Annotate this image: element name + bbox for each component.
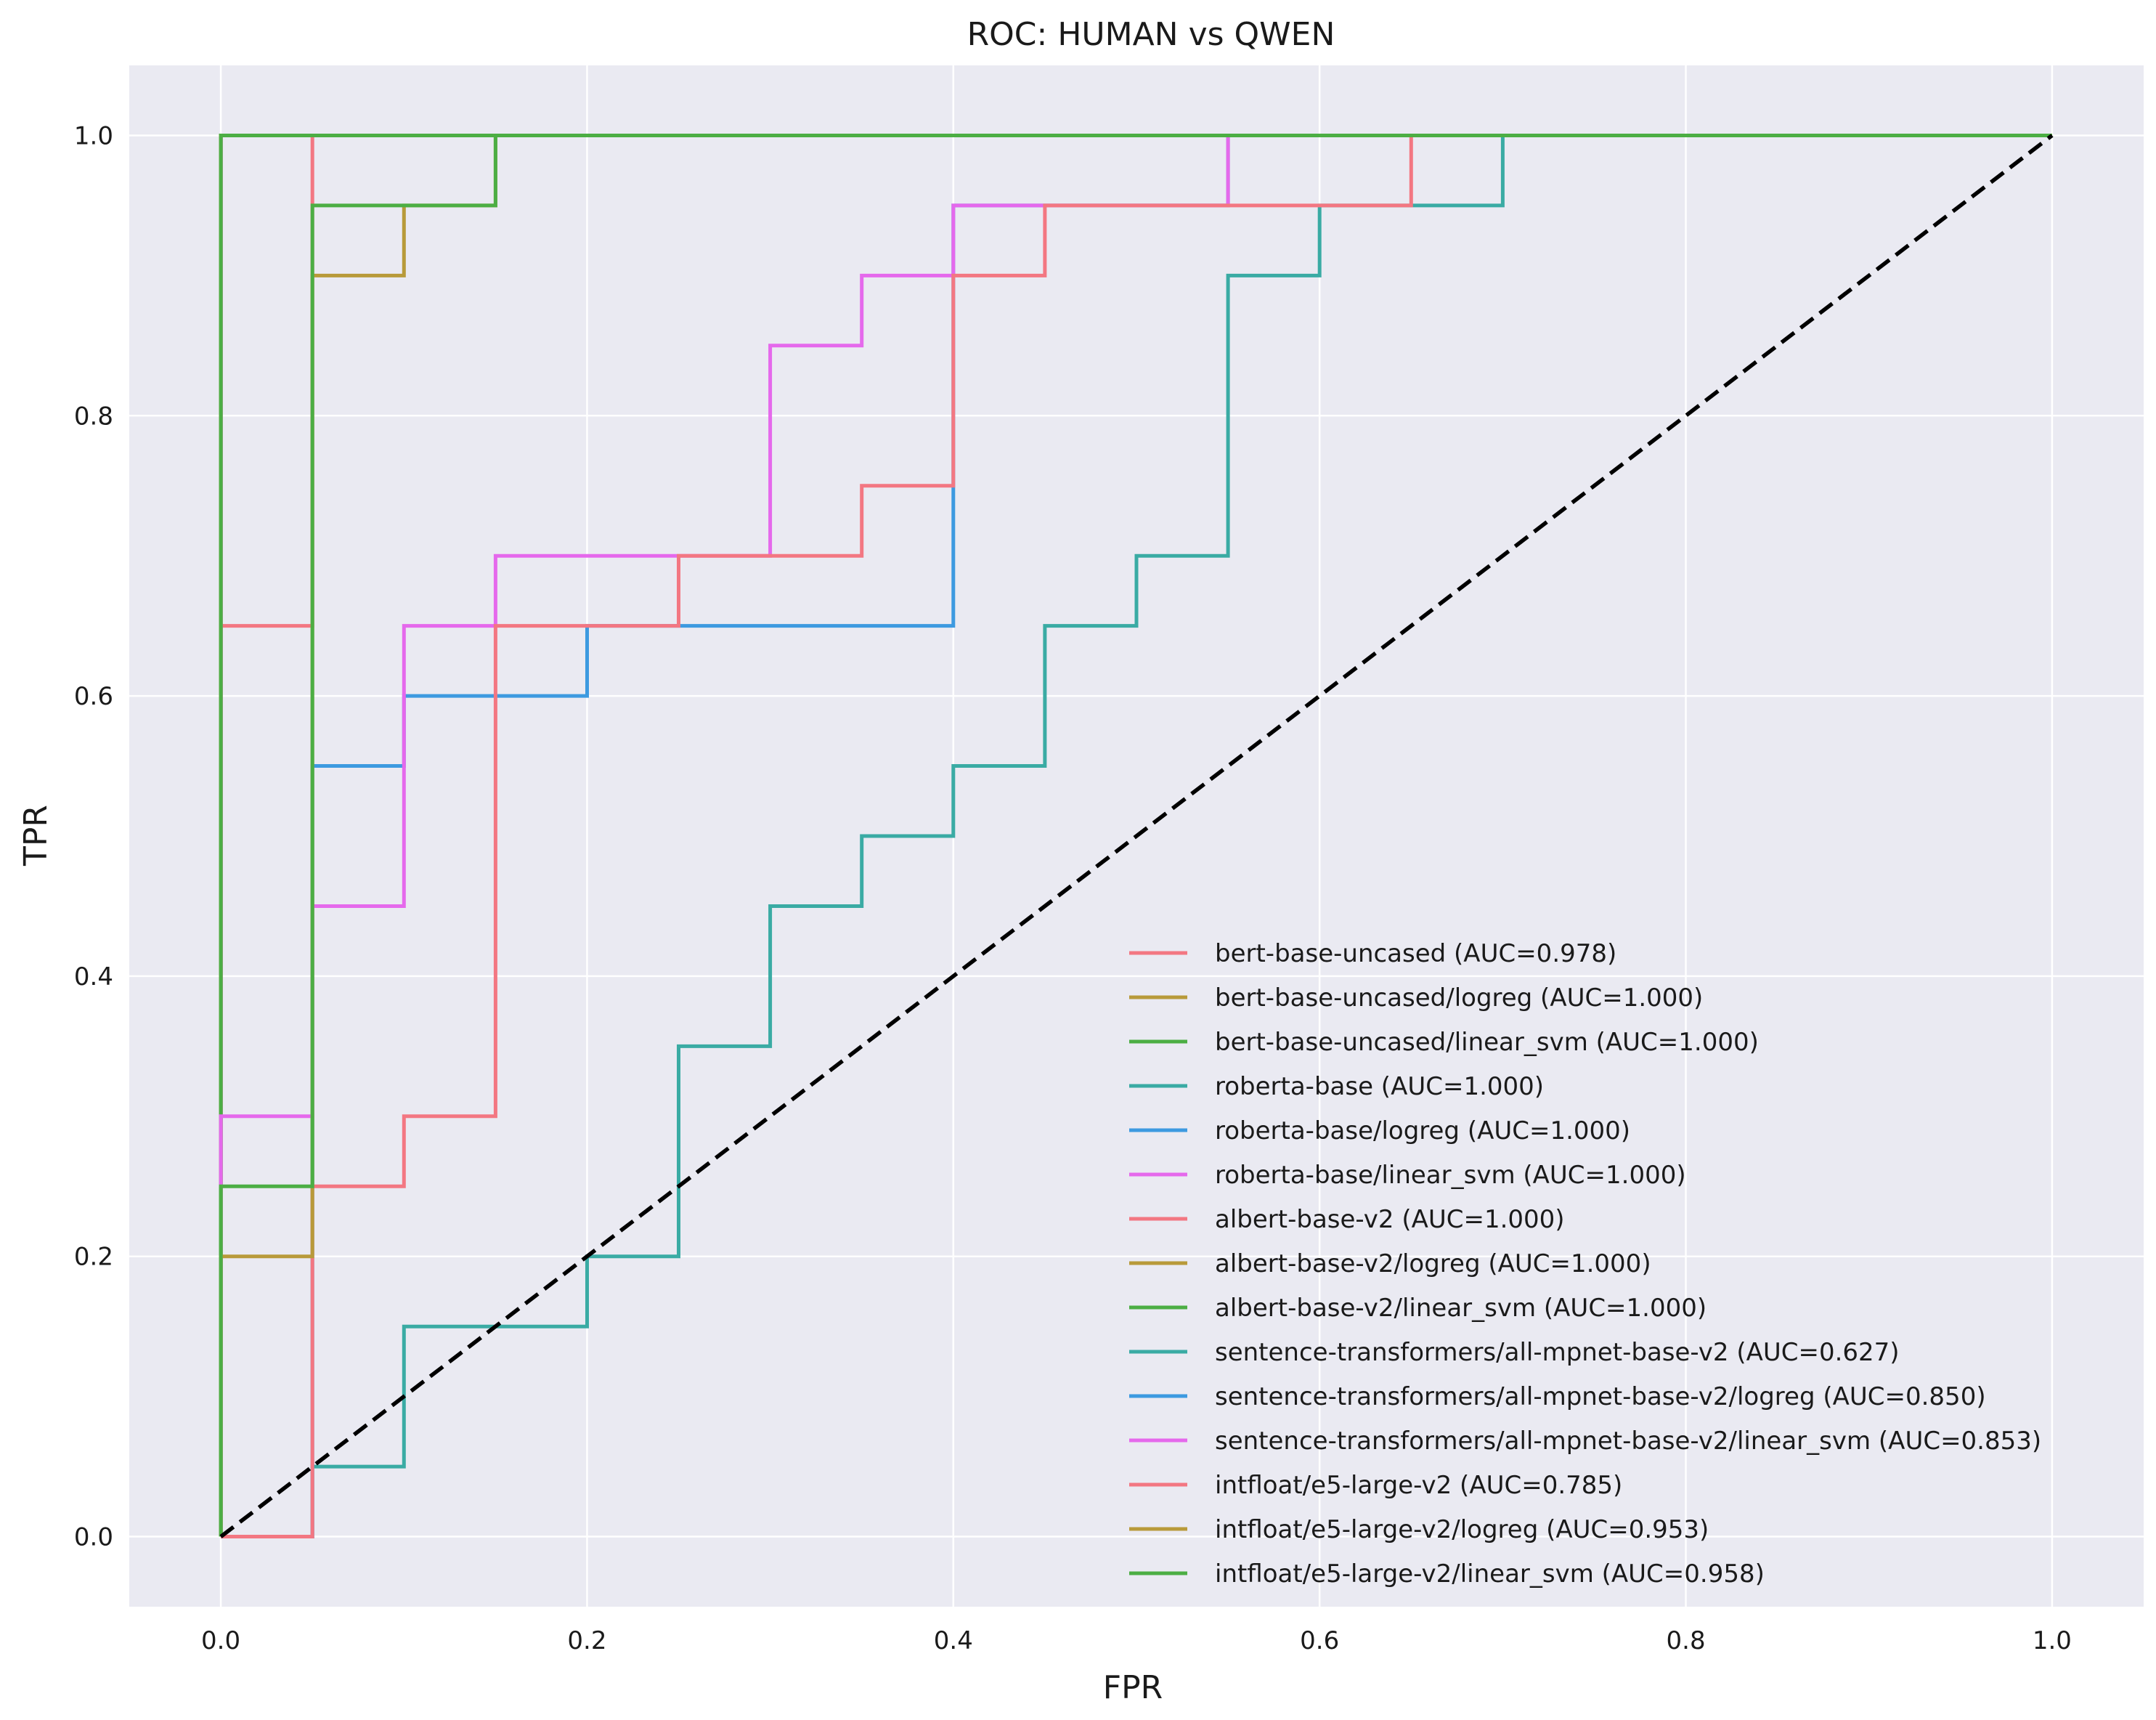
legend-label: roberta-base/logreg (AUC=1.000) [1215, 1116, 1630, 1145]
legend-label: albert-base-v2/logreg (AUC=1.000) [1215, 1249, 1651, 1278]
legend: bert-base-uncased (AUC=0.978) bert-base-u… [1129, 939, 2041, 1589]
legend-label: bert-base-uncased/linear_svm (AUC=1.000) [1215, 1028, 1759, 1057]
y-tick-label: 0.6 [74, 682, 113, 711]
roc-curve [221, 134, 2052, 1538]
chance-diagonal [219, 134, 2054, 1538]
chart-title: ROC: HUMAN vs QWEN [967, 16, 1335, 53]
y-axis-label: TPR [17, 805, 54, 867]
x-tick-label: 0.0 [201, 1626, 240, 1655]
axis-ticks: 0.0 0.2 0.4 0.6 0.8 1.0 0.0 0.2 0.4 0.6 0.8 1.0 [74, 121, 2072, 1655]
legend-label: sentence-transformers/all-mpnet-base-v2/… [1215, 1427, 2041, 1456]
x-tick-label: 0.8 [1667, 1626, 1706, 1655]
legend-label: albert-base-v2 (AUC=1.000) [1215, 1205, 1565, 1234]
legend-label: roberta-base (AUC=1.000) [1215, 1072, 1544, 1101]
x-tick-label: 0.2 [567, 1626, 606, 1655]
legend-label: intfloat/e5-large-v2/linear_svm (AUC=0.9… [1215, 1559, 1765, 1589]
y-tick-label: 0.0 [74, 1523, 113, 1552]
legend-label: sentence-transformers/all-mpnet-base-v2 … [1215, 1338, 1900, 1367]
roc-curve [221, 134, 2052, 1538]
x-tick-label: 0.4 [934, 1626, 973, 1655]
legend-label: roberta-base/linear_svm (AUC=1.000) [1215, 1161, 1686, 1190]
legend-label: bert-base-uncased (AUC=0.978) [1215, 939, 1616, 968]
y-tick-label: 1.0 [74, 121, 113, 150]
x-tick-label: 0.6 [1300, 1626, 1339, 1655]
roc-curve [219, 134, 2052, 1537]
x-axis-label: FPR [1103, 1669, 1163, 1706]
legend-label: intfloat/e5-large-v2/logreg (AUC=0.953) [1215, 1515, 1709, 1544]
series-layer [219, 134, 2052, 1538]
x-tick-label: 1.0 [2033, 1626, 2072, 1655]
y-tick-label: 0.8 [74, 402, 113, 431]
legend-label: sentence-transformers/all-mpnet-base-v2/… [1215, 1382, 1986, 1411]
legend-label: albert-base-v2/linear_svm (AUC=1.000) [1215, 1294, 1707, 1323]
y-tick-label: 0.4 [74, 962, 113, 991]
y-tick-label: 0.2 [74, 1243, 113, 1272]
legend-label: bert-base-uncased/logreg (AUC=1.000) [1215, 983, 1703, 1013]
legend-label: intfloat/e5-large-v2 (AUC=0.785) [1215, 1471, 1622, 1500]
